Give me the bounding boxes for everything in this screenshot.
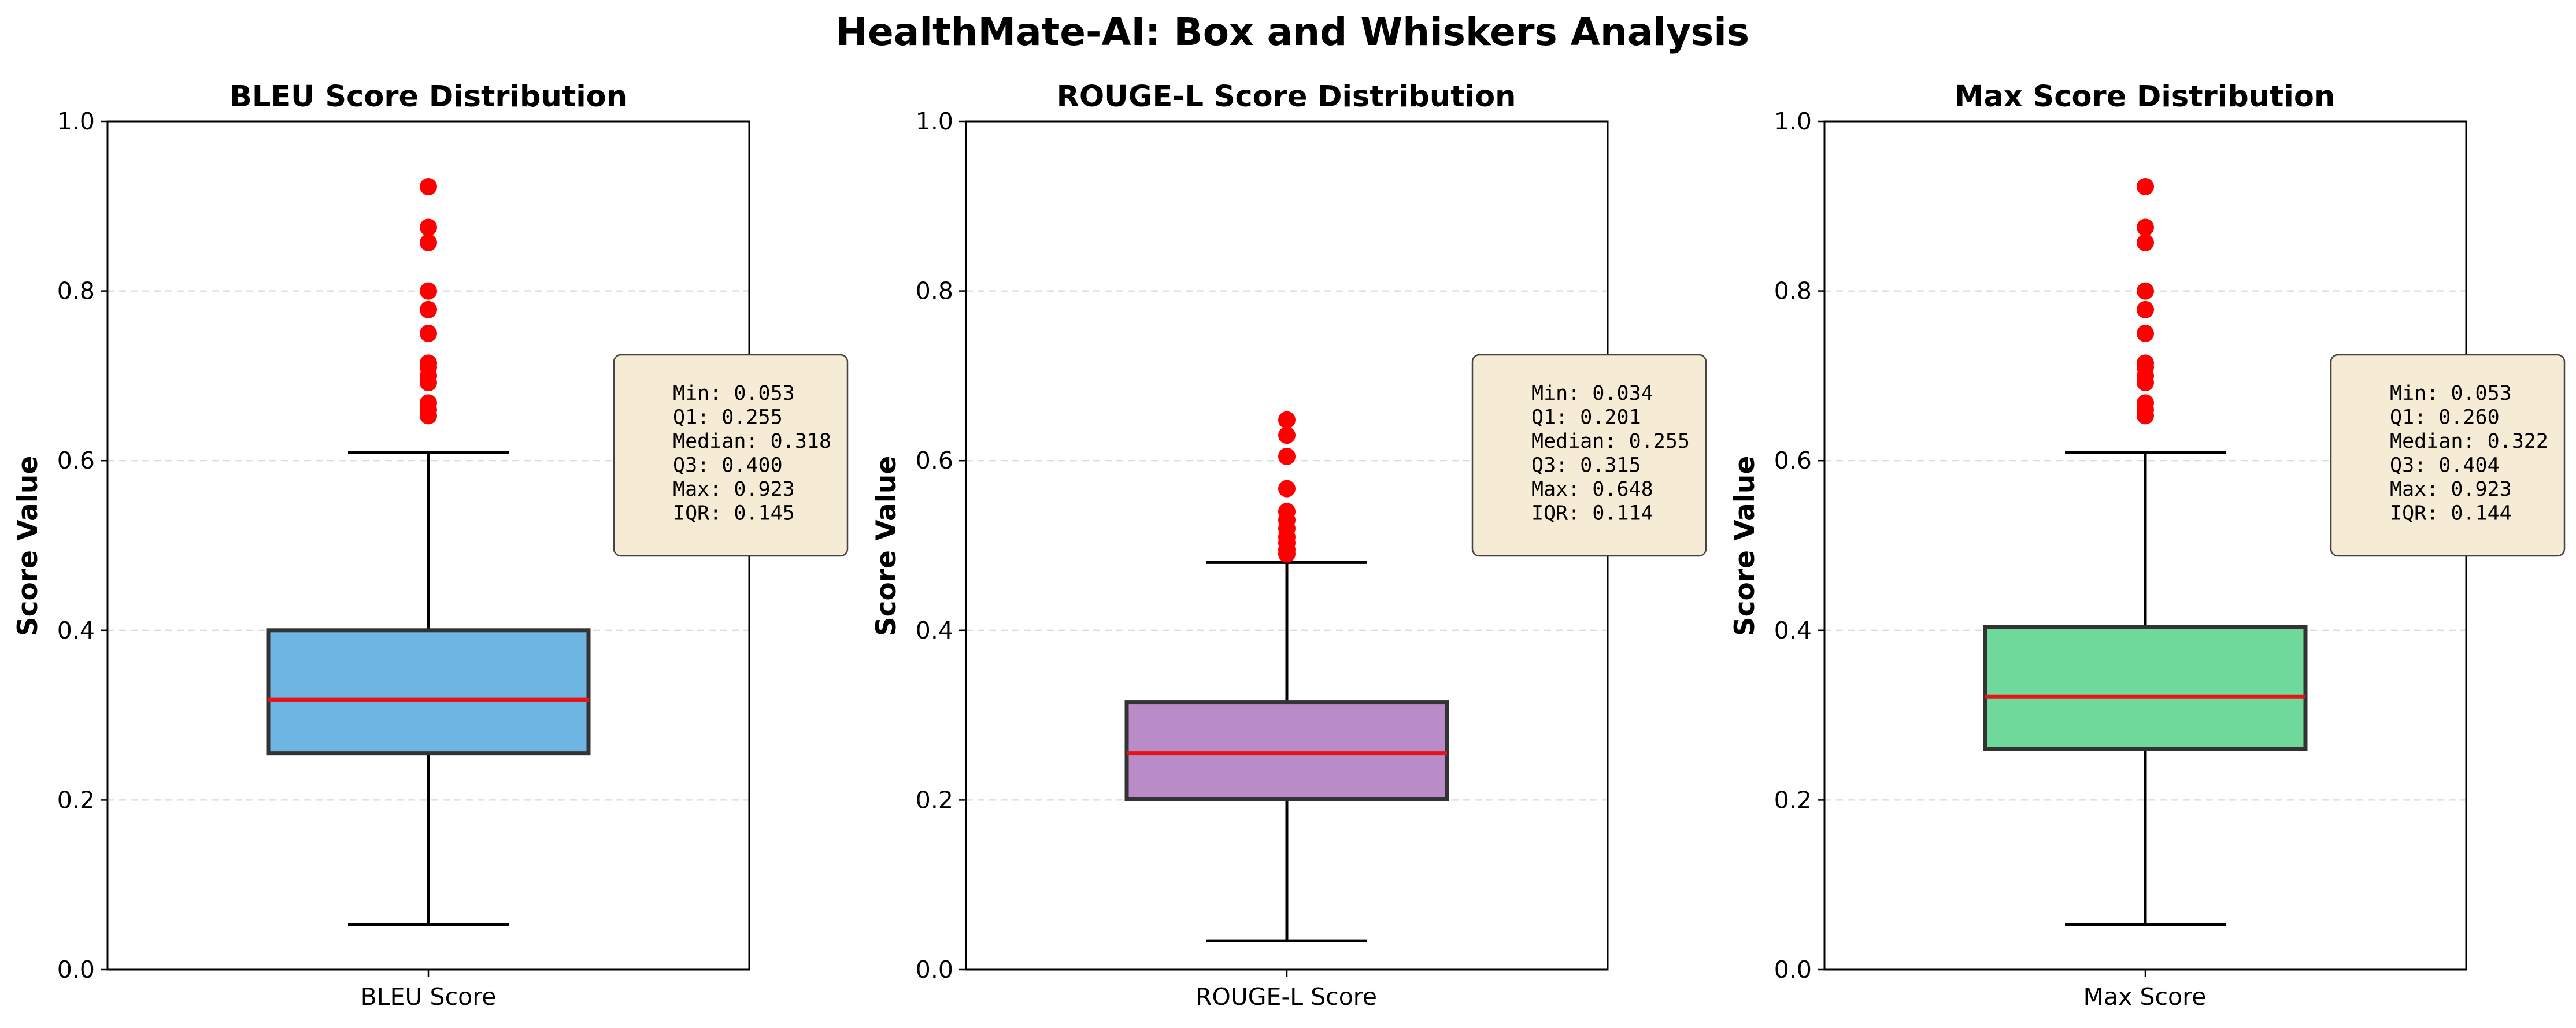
bleu-stats-line: Q1: 0.255 [673, 406, 783, 429]
rouge-l-y-axis-label: Score Value [871, 456, 902, 636]
bleu-y-tick-label: 0.8 [57, 277, 95, 305]
bleu-y-tick-label: 0.0 [57, 956, 95, 984]
rouge-l-y-tick-label: 0.6 [916, 447, 953, 474]
bleu-stats-line: Q3: 0.400 [673, 454, 783, 477]
max-score-stats-line: Q1: 0.260 [2390, 406, 2500, 429]
bleu-y-tick-label: 0.4 [57, 617, 95, 644]
figure-title: HealthMate-AI: Box and Whiskers Analysis [836, 10, 1749, 54]
bleu-outlier-point [420, 325, 437, 342]
max-score-panel: Max Score Distribution Score Value Max S… [1729, 80, 2566, 1011]
bleu-y-axis-label: Score Value [12, 456, 44, 636]
bleu-panel: BLEU Score Distribution Score Value BLEU… [12, 80, 849, 1011]
rouge-l-stats-line: Min: 0.034 [1531, 382, 1653, 405]
bleu-outlier-point [420, 300, 437, 318]
max-score-outlier-point [2137, 354, 2154, 372]
max-score-outlier-point [2137, 282, 2154, 300]
rouge-l-x-tick-label: ROUGE-L Score [1196, 983, 1377, 1011]
bleu-stats-line: Max: 0.923 [673, 478, 795, 501]
rouge-l-outlier-point [1278, 447, 1296, 465]
bleu-outlier-point [420, 218, 437, 236]
bleu-stats-line: Min: 0.053 [673, 382, 795, 405]
max-score-x-tick-label: Max Score [2083, 983, 2207, 1011]
max-score-y-tick-label: 0.4 [1774, 617, 1812, 644]
max-score-y-tick-label: 1.0 [1774, 107, 1812, 135]
max-score-stats-line: Min: 0.053 [2390, 382, 2512, 405]
rouge-l-outlier-point [1278, 426, 1296, 444]
bleu-stats-line: IQR: 0.145 [673, 502, 795, 525]
bleu-outlier-point [420, 233, 437, 251]
max-score-outlier-point [2137, 233, 2154, 251]
rouge-l-outlier-point [1278, 503, 1296, 521]
bleu-outlier-point [420, 354, 437, 372]
rouge-l-stats-line: Q1: 0.201 [1531, 406, 1641, 429]
rouge-l-box [1124, 700, 1449, 801]
max-score-stats-line: IQR: 0.144 [2390, 502, 2512, 525]
rouge-l-y-tick-label: 1.0 [916, 107, 953, 135]
max-score-stats-line: Q3: 0.404 [2390, 454, 2500, 477]
rouge-l-stats-line: Max: 0.648 [1531, 478, 1653, 501]
rouge-l-stats-line: Median: 0.255 [1531, 430, 1690, 453]
rouge-l-panel: ROUGE-L Score Distribution Score Value R… [871, 80, 1707, 1011]
rouge-l-y-tick-label: 0.2 [916, 786, 953, 814]
max-score-panel-title: Max Score Distribution [1955, 80, 2336, 114]
max-score-y-tick-label: 0.8 [1774, 277, 1812, 305]
max-score-y-axis-label: Score Value [1729, 456, 1761, 636]
bleu-panel-title: BLEU Score Distribution [230, 80, 627, 114]
max-score-y-tick-label: 0.2 [1774, 786, 1812, 814]
bleu-y-tick-label: 0.2 [57, 786, 95, 814]
bleu-y-tick-label: 1.0 [57, 107, 95, 135]
max-score-stats-box [2330, 354, 2566, 557]
max-score-outlier-point [2137, 218, 2154, 236]
rouge-l-y-tick-label: 0.8 [916, 277, 953, 305]
bleu-outlier-point [420, 394, 437, 412]
rouge-l-y-tick-label: 0.4 [916, 617, 953, 644]
rouge-l-outlier-point [1278, 411, 1296, 429]
max-score-outlier-point [2137, 325, 2154, 342]
bleu-y-tick-label: 0.6 [57, 447, 95, 474]
bleu-stats-line: Median: 0.318 [673, 430, 831, 453]
max-score-outlier-point [2137, 178, 2154, 196]
max-score-box [1983, 625, 2308, 751]
rouge-l-stats-line: IQR: 0.114 [1531, 502, 1653, 525]
bleu-outlier-point [420, 282, 437, 300]
rouge-l-stats-line: Q3: 0.315 [1531, 454, 1641, 477]
bleu-stats-box [613, 354, 849, 557]
rouge-l-stats-box [1471, 354, 1707, 557]
max-score-y-tick-label: 0.6 [1774, 447, 1812, 474]
max-score-outlier-point [2137, 300, 2154, 318]
rouge-l-outlier-point [1278, 480, 1296, 498]
rouge-l-y-tick-label: 0.0 [916, 956, 953, 984]
max-score-stats-line: Median: 0.322 [2390, 430, 2548, 453]
max-score-stats-line: Max: 0.923 [2390, 478, 2512, 501]
bleu-x-tick-label: BLEU Score [361, 983, 497, 1011]
max-score-y-tick-label: 0.0 [1774, 956, 1812, 984]
bleu-box [266, 628, 591, 756]
max-score-outlier-point [2137, 394, 2154, 412]
bleu-outlier-point [420, 178, 437, 196]
rouge-l-panel-title: ROUGE-L Score Distribution [1057, 80, 1516, 114]
